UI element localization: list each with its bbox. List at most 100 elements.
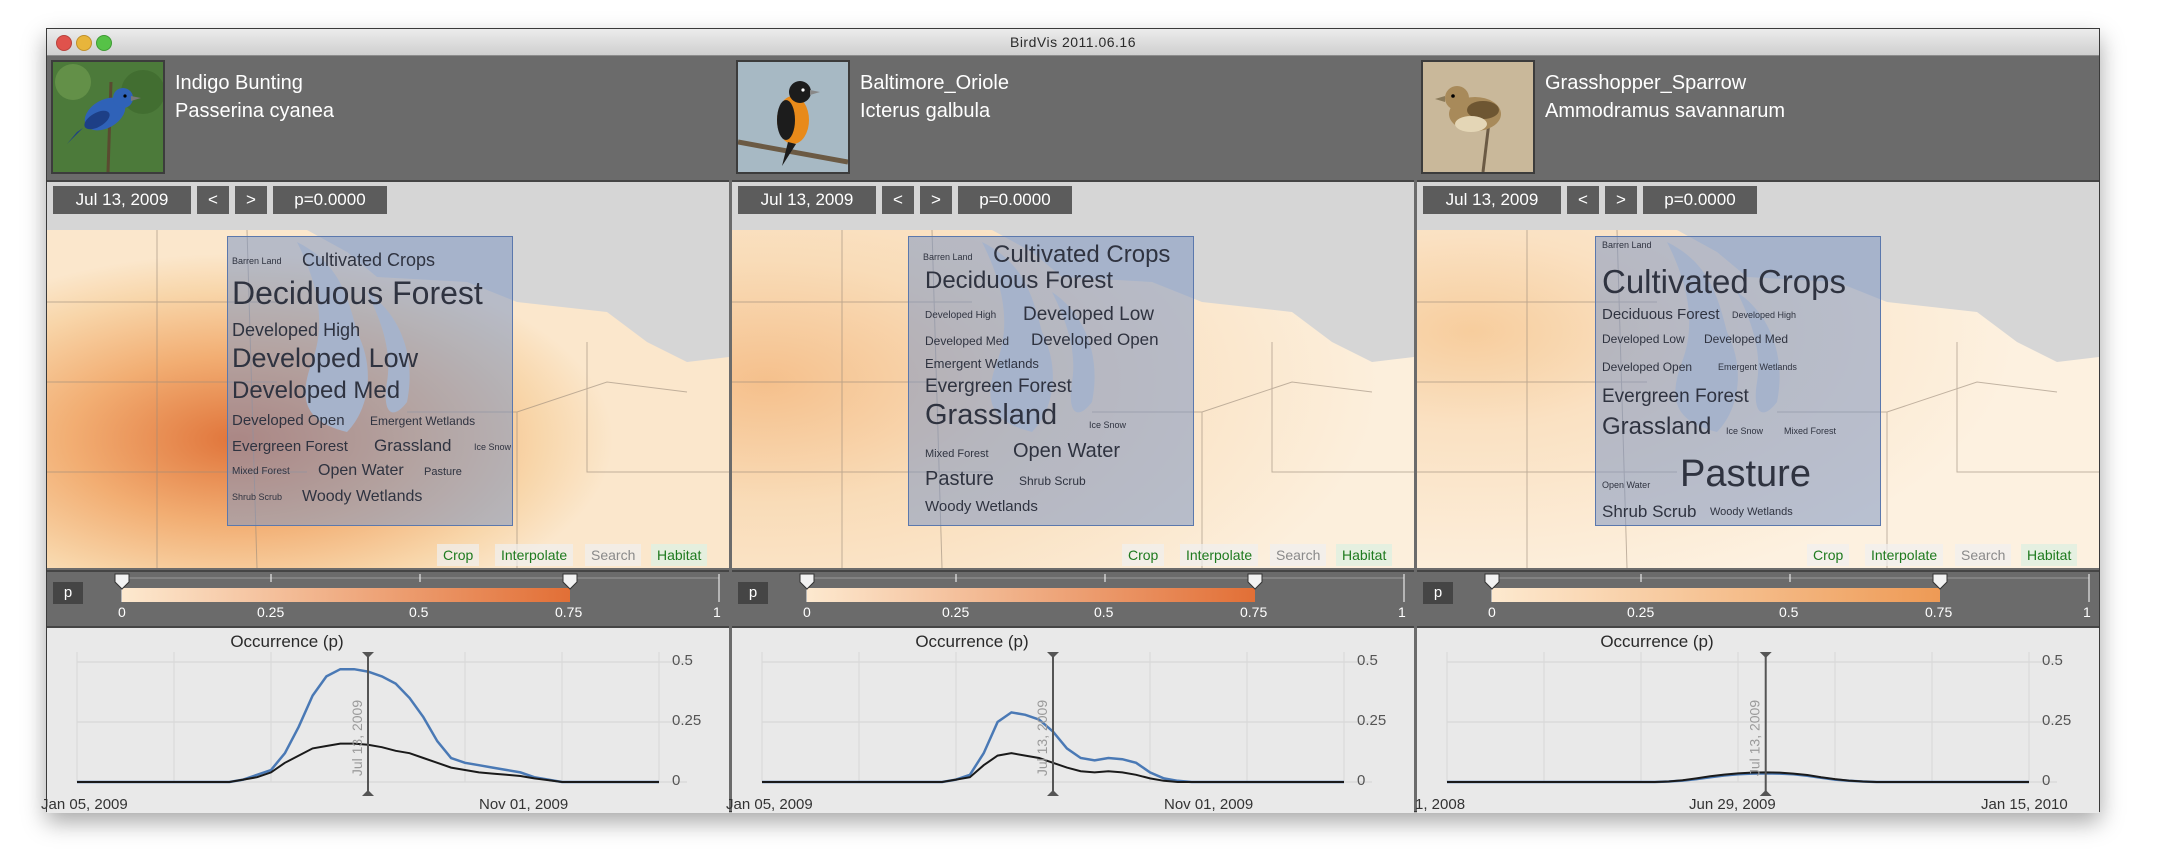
habitat-word[interactable]: Developed Low: [1602, 332, 1685, 346]
x-axis-label: Jan 05, 2009: [726, 796, 813, 813]
habitat-word[interactable]: Developed Open: [1031, 330, 1159, 349]
crop-tool[interactable]: Crop: [1807, 544, 1850, 566]
habitat-word[interactable]: Ice Snow: [474, 442, 512, 452]
habitat-word[interactable]: Developed High: [1732, 310, 1797, 320]
habitat-word[interactable]: Pasture: [925, 468, 994, 490]
habitat-word[interactable]: Ice Snow: [1089, 420, 1127, 430]
legend-tick-label: 0.75: [1240, 604, 1268, 620]
date-marker-handle: [362, 652, 374, 658]
range-low-handle[interactable]: [114, 573, 130, 590]
range-low-handle[interactable]: [799, 573, 815, 590]
bird-illustration: [738, 62, 848, 172]
habitat-word[interactable]: Grassland: [374, 436, 452, 455]
legend-tick-label: 1: [2083, 604, 2091, 620]
crop-tool[interactable]: Crop: [437, 544, 480, 566]
next-date-button[interactable]: >: [235, 186, 267, 214]
search-tool[interactable]: Search: [585, 544, 642, 566]
occurrence-map[interactable]: Jul 13, 2009 < > p=0.0000 Barren Land Cu…: [47, 182, 729, 568]
habitat-word[interactable]: Open Water: [318, 462, 404, 479]
habitat-word[interactable]: Emergent Wetlands: [925, 356, 1039, 371]
habitat-word[interactable]: Emergent Wetlands: [1718, 362, 1797, 372]
habitat-word[interactable]: Mixed Forest: [1784, 426, 1837, 436]
crop-tool[interactable]: Crop: [1122, 544, 1165, 566]
date-button[interactable]: Jul 13, 2009: [1423, 186, 1561, 214]
next-date-button[interactable]: >: [920, 186, 952, 214]
habitat-word[interactable]: Cultivated Crops: [993, 241, 1171, 268]
occurrence-map[interactable]: Jul 13, 2009 < > p=0.0000 Barren Land Cu…: [732, 182, 1414, 568]
occurrence-plot[interactable]: Jul 13, 2009 Occurrence (p) 0.5 0.25 0 J…: [41, 626, 729, 813]
plot-title: Occurrence (p): [1600, 632, 1714, 651]
occurrence-plot[interactable]: Jul 13, 2009 Occurrence (p) 0.5 0.25 0 1…: [1415, 626, 2099, 813]
range-high-handle[interactable]: [1932, 573, 1948, 590]
habitat-word[interactable]: Developed Med: [232, 377, 401, 404]
habitat-tool[interactable]: Habitat: [1336, 544, 1393, 566]
date-button[interactable]: Jul 13, 2009: [53, 186, 191, 214]
habitat-word[interactable]: Open Water: [1013, 440, 1121, 462]
habitat-word[interactable]: Woody Wetlands: [1710, 506, 1793, 518]
habitat-word[interactable]: Evergreen Forest: [925, 376, 1072, 397]
legend-label: p: [738, 582, 768, 604]
habitat-word[interactable]: Developed Low: [1023, 304, 1154, 325]
date-button[interactable]: Jul 13, 2009: [738, 186, 876, 214]
occurrence-plot[interactable]: Jul 13, 2009 Occurrence (p) 0.5 0.25 0 J…: [726, 626, 1414, 813]
previous-date-button[interactable]: <: [197, 186, 229, 214]
habitat-word[interactable]: Deciduous Forest: [925, 267, 1114, 294]
scientific-name: Passerina cyanea: [175, 100, 334, 122]
habitat-tool[interactable]: Habitat: [651, 544, 708, 566]
habitat-word[interactable]: Pasture: [424, 466, 462, 478]
search-tool[interactable]: Search: [1955, 544, 2012, 566]
date-marker-label: Jul 13, 2009: [1747, 700, 1763, 776]
habitat-word[interactable]: Mixed Forest: [232, 466, 290, 477]
search-tool[interactable]: Search: [1270, 544, 1327, 566]
habitat-word[interactable]: Emergent Wetlands: [370, 414, 476, 428]
habitat-word[interactable]: Open Water: [1602, 480, 1651, 490]
habitat-word[interactable]: Ice Snow: [1726, 426, 1764, 436]
habitat-word[interactable]: Woody Wetlands: [925, 498, 1038, 515]
range-low-handle[interactable]: [1484, 573, 1500, 590]
habitat-word[interactable]: Deciduous Forest: [232, 275, 483, 311]
x-axis-label: Nov 01, 2009: [479, 796, 569, 813]
date-marker-handle: [1047, 790, 1059, 796]
habitat-word[interactable]: Woody Wetlands: [302, 488, 423, 505]
previous-date-button[interactable]: <: [1567, 186, 1599, 214]
habitat-word[interactable]: Developed High: [925, 310, 997, 321]
range-high-handle[interactable]: [1247, 573, 1263, 590]
habitat-word[interactable]: Developed Med: [925, 334, 1010, 348]
y-tick-label: 0.5: [672, 652, 693, 669]
range-high-handle[interactable]: [562, 573, 578, 590]
habitat-word[interactable]: Grassland: [925, 399, 1058, 431]
habitat-word[interactable]: Barren Land: [232, 256, 282, 266]
habitat-word[interactable]: Developed Med: [1704, 332, 1789, 346]
habitat-word[interactable]: Developed Open: [232, 412, 345, 429]
habitat-word[interactable]: Barren Land: [923, 252, 973, 262]
habitat-word[interactable]: Developed Open: [1602, 360, 1693, 374]
habitat-word[interactable]: Shrub Scrub: [1019, 474, 1086, 488]
date-marker-label: Jul 13, 2009: [1034, 700, 1050, 776]
interpolate-tool[interactable]: Interpolate: [495, 544, 574, 566]
minimize-window-button[interactable]: [76, 35, 92, 51]
habitat-word[interactable]: Deciduous Forest: [1602, 306, 1720, 323]
habitat-word[interactable]: Developed Low: [232, 343, 419, 373]
date-marker-handle: [1759, 790, 1772, 796]
habitat-word[interactable]: Evergreen Forest: [232, 438, 348, 455]
y-tick-label: 0.5: [2042, 652, 2063, 669]
habitat-word[interactable]: Pasture: [1680, 453, 1811, 495]
habitat-word[interactable]: Mixed Forest: [925, 448, 989, 460]
habitat-word[interactable]: Barren Land: [1602, 240, 1652, 250]
habitat-word[interactable]: Shrub Scrub: [232, 492, 283, 502]
occurrence-map[interactable]: Jul 13, 2009 < > p=0.0000 Barren Land Cu…: [1417, 182, 2099, 568]
interpolate-tool[interactable]: Interpolate: [1180, 544, 1259, 566]
zoom-window-button[interactable]: [96, 35, 112, 51]
close-window-button[interactable]: [56, 35, 72, 51]
habitat-word[interactable]: Shrub Scrub: [1602, 502, 1697, 521]
previous-date-button[interactable]: <: [882, 186, 914, 214]
habitat-word[interactable]: Evergreen Forest: [1602, 386, 1749, 407]
habitat-tool[interactable]: Habitat: [2021, 544, 2078, 566]
habitat-word[interactable]: Cultivated Crops: [302, 250, 436, 270]
interpolate-tool[interactable]: Interpolate: [1865, 544, 1944, 566]
date-marker-handle: [1759, 652, 1772, 658]
habitat-word[interactable]: Grassland: [1602, 413, 1712, 440]
next-date-button[interactable]: >: [1605, 186, 1637, 214]
habitat-word[interactable]: Developed High: [232, 320, 361, 340]
habitat-word[interactable]: Cultivated Crops: [1602, 263, 1846, 300]
